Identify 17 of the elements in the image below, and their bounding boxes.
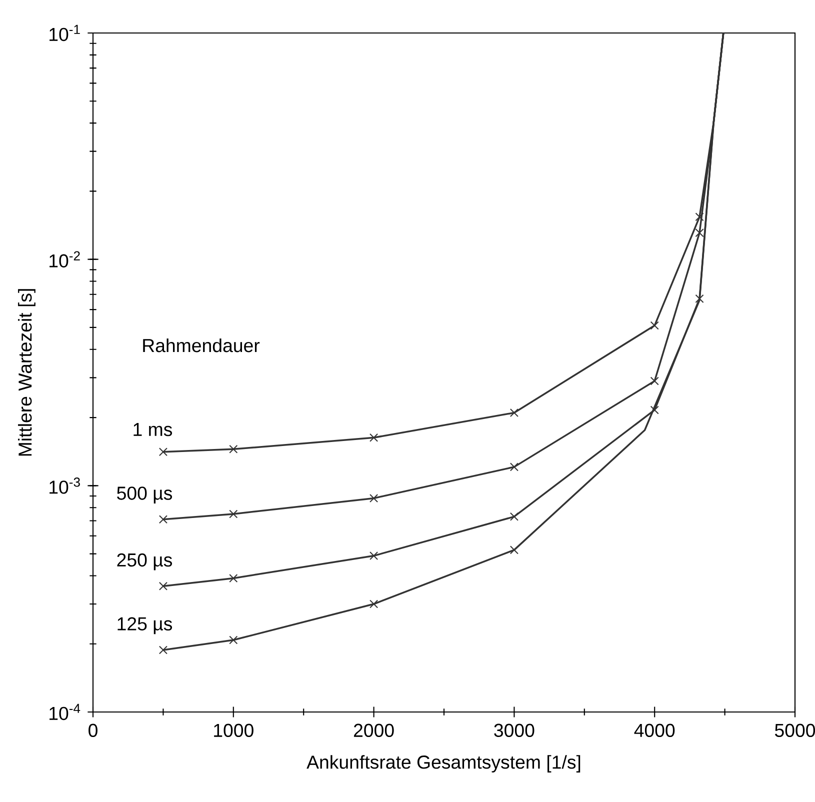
y-tick-label: 10$^{-2}$ bbox=[50, 251, 80, 268]
x-tick-label: 4000 bbox=[634, 724, 675, 738]
y-axis-title: Mittlere Wartezeit [s] bbox=[18, 289, 36, 456]
x-tick-label: 5000 bbox=[774, 724, 815, 738]
series-label: 1 ms bbox=[134, 423, 172, 436]
y-tick-label: 10$^{-1}$ bbox=[50, 24, 80, 42]
x-tick-label: 1000 bbox=[214, 724, 254, 738]
series-label: 500 µs bbox=[117, 486, 172, 504]
series-label: 125 µs bbox=[118, 617, 172, 634]
legend-title: Rahmendauer bbox=[143, 338, 260, 352]
y-tick-label: 10$^{-4}$ bbox=[50, 704, 80, 720]
series-label: 250 µs bbox=[117, 553, 172, 570]
x-tick-label: 2000 bbox=[354, 724, 394, 738]
y-tick-label: 10$^{-3}$ bbox=[50, 478, 80, 494]
x-axis-title: Ankunftsrate Gesamtsystem [1/s] bbox=[306, 755, 580, 772]
x-tick-label: 3000 bbox=[494, 724, 534, 738]
x-tick-label: 0 bbox=[88, 724, 98, 738]
